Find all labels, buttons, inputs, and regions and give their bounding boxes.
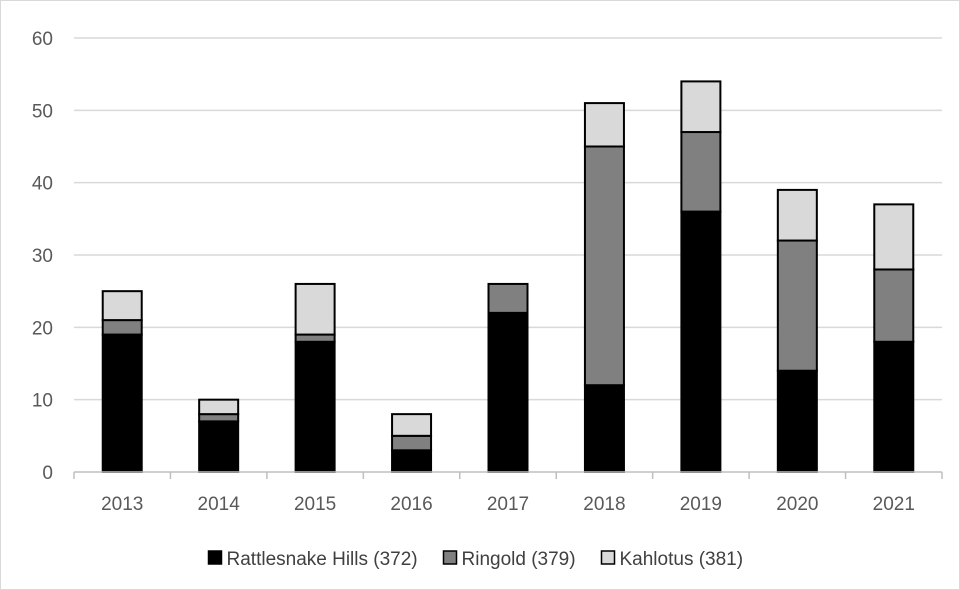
x-tick-label: 2017 bbox=[487, 494, 529, 515]
y-tick-label: 60 bbox=[32, 29, 53, 50]
x-tick-label: 2016 bbox=[390, 494, 432, 515]
legend-swatch bbox=[442, 550, 458, 565]
bar-segment bbox=[776, 369, 818, 474]
x-tick-label: 2020 bbox=[776, 494, 818, 515]
bar-segment bbox=[776, 188, 818, 242]
x-tick-label: 2019 bbox=[680, 494, 722, 515]
bar-segment bbox=[487, 282, 529, 314]
bar-segment bbox=[873, 203, 915, 271]
bar-segment bbox=[391, 413, 433, 437]
bar-segment bbox=[873, 268, 915, 343]
y-tick-label: 10 bbox=[32, 391, 53, 412]
y-tick-labels: 0 10 20 30 40 50 60 bbox=[32, 29, 53, 484]
bar-segment bbox=[680, 210, 722, 473]
bar-segment bbox=[487, 311, 529, 473]
bar-segment bbox=[776, 239, 818, 372]
bar-segment bbox=[101, 290, 143, 322]
legend-label: Ringold (379) bbox=[462, 549, 576, 570]
bar-segment bbox=[101, 333, 143, 474]
x-tick-label: 2018 bbox=[583, 494, 625, 515]
legend-swatch bbox=[207, 550, 223, 565]
bar-segment bbox=[198, 420, 240, 474]
bar-segment bbox=[583, 145, 625, 387]
bar-segment bbox=[391, 434, 433, 452]
x-tick-label: 2021 bbox=[873, 494, 915, 515]
x-tick-label: 2013 bbox=[101, 494, 143, 515]
y-tick-label: 40 bbox=[32, 174, 53, 195]
bar-segment bbox=[294, 333, 336, 343]
bar-segment bbox=[294, 340, 336, 473]
legend-swatch bbox=[600, 550, 616, 565]
x-tick-label: 2015 bbox=[294, 494, 336, 515]
bar-segment bbox=[101, 319, 143, 336]
y-tick-label: 20 bbox=[32, 318, 53, 339]
x-tick-label: 2014 bbox=[198, 494, 241, 515]
bar-segment bbox=[680, 131, 722, 213]
legend: Rattlesnake Hills (372) Ringold (379) Kahl… bbox=[207, 549, 744, 570]
bars bbox=[101, 80, 915, 474]
y-tick-label: 50 bbox=[32, 101, 53, 122]
bar-segment bbox=[294, 282, 336, 336]
bar-segment bbox=[198, 413, 240, 423]
bar-segment bbox=[583, 384, 625, 474]
bar-segment bbox=[680, 80, 722, 134]
bar-segment bbox=[583, 102, 625, 148]
legend-label: Rattlesnake Hills (372) bbox=[227, 549, 418, 570]
axes bbox=[73, 471, 943, 479]
x-tick-labels: 2013 2014 2015 2016 2017 2018 2019 2020 2021 bbox=[101, 494, 915, 515]
y-tick-label: 0 bbox=[42, 463, 53, 484]
legend-label: Kahlotus (381) bbox=[620, 549, 744, 570]
y-tick-label: 30 bbox=[32, 246, 53, 267]
bar-segment bbox=[873, 340, 915, 473]
bar-segment bbox=[198, 398, 240, 416]
bar-segment bbox=[391, 449, 433, 473]
